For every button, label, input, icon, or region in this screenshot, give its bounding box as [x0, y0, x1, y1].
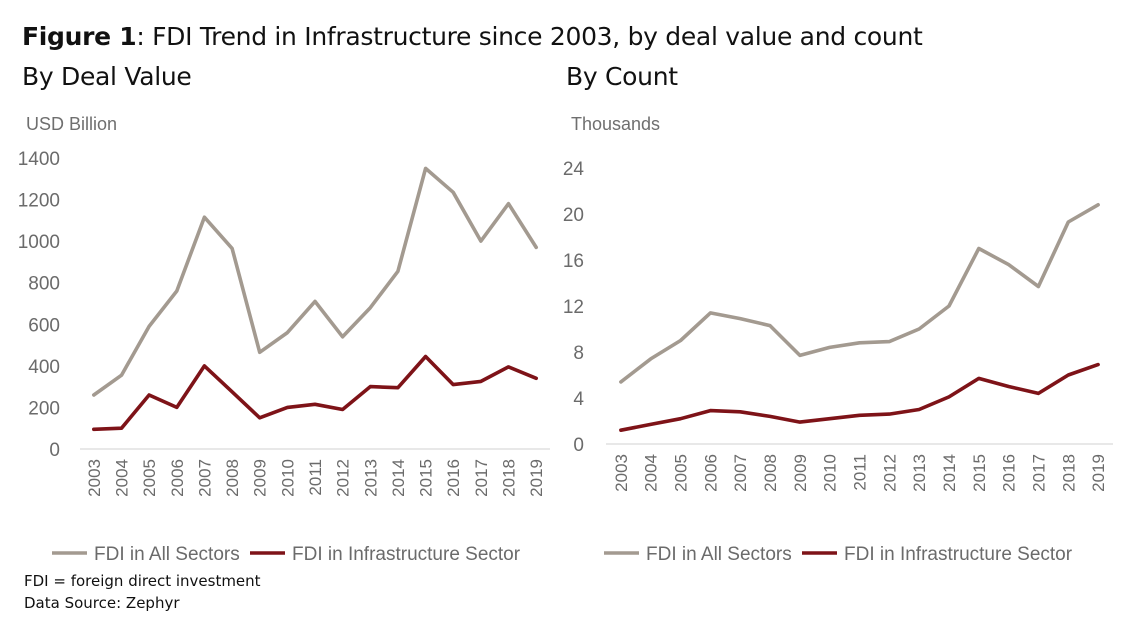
deal-value-x-tick-label: 2006 [168, 459, 187, 497]
count-x-tick-label: 2019 [1089, 454, 1108, 492]
chart-title-count: By Count [566, 62, 678, 91]
count-x-tick-label: 2015 [970, 454, 989, 492]
deal-value-y-tick-label: 1000 [18, 232, 60, 253]
y-axis-unit-deal-value: USD Billion [26, 114, 118, 134]
count-x-tick-label: 2005 [672, 454, 691, 492]
count-x-tick-label: 2009 [791, 454, 810, 492]
figure-title-text: : FDI Trend in Infrastructure since 2003… [136, 22, 923, 51]
count-x-tick-label: 2017 [1029, 454, 1048, 492]
deal-value-x-tick-label: 2011 [306, 459, 325, 496]
deal-value-x-tick-label: 2012 [334, 459, 353, 497]
deal-value-x-tick-label: 2014 [389, 459, 408, 497]
deal-value-x-tick-label: 2018 [500, 459, 519, 497]
count-y-tick-label: 12 [563, 297, 584, 318]
deal-value-y-tick-label: 0 [49, 440, 60, 461]
count-x-tick-label: 2003 [612, 454, 631, 492]
count-y-tick-label: 0 [573, 435, 584, 456]
count-series-line-all-sectors [619, 203, 1100, 384]
count-y-tick-label: 8 [573, 343, 584, 364]
count-x-tick-label: 2013 [910, 454, 929, 492]
deal-value-x-tick-label: 2004 [112, 459, 131, 497]
count-x-tick-label: 2006 [701, 454, 720, 492]
data-source-note: Data Source: Zephyr [24, 594, 180, 612]
abbreviation-note: FDI = foreign direct investment [24, 572, 261, 590]
deal-value-x-tick-label: 2016 [444, 459, 463, 497]
count-x-tick-label: 2016 [1000, 454, 1019, 492]
count-x-tick-label: 2004 [642, 454, 661, 492]
deal-value-x-tick-label: 2017 [472, 459, 491, 497]
deal-value-x-tick-label: 2003 [85, 459, 104, 497]
deal-value-x-tick-label: 2005 [140, 459, 159, 497]
deal-value-x-tick-label: 2010 [278, 459, 297, 497]
deal-value-y-tick-label: 600 [28, 315, 60, 336]
deal-value-y-tick-label: 200 [28, 398, 60, 419]
count-y-tick-label: 4 [573, 389, 584, 410]
deal-value-y-tick-label: 1400 [18, 149, 60, 170]
count-x-tick-label: 2012 [880, 454, 899, 492]
count-y-tick-label: 16 [563, 251, 584, 272]
figure-title: Figure 1: FDI Trend in Infrastructure si… [22, 22, 923, 51]
deal-value-series-line-all-sectors [92, 166, 539, 397]
deal-value-x-tick-label: 2015 [417, 459, 436, 497]
deal-value-y-tick-label: 800 [28, 274, 60, 295]
deal-value-legend-label: FDI in All Sectors [94, 544, 240, 565]
count-x-tick-label: 2011 [851, 454, 870, 491]
deal-value-x-tick-label: 2007 [195, 459, 214, 497]
count-series-line-infrastructure [619, 362, 1100, 433]
deal-value-series-line-infrastructure [92, 354, 539, 432]
deal-value-x-tick-label: 2019 [527, 459, 546, 497]
deal-value-y-tick-label: 400 [28, 357, 60, 378]
count-legend-label: FDI in Infrastructure Sector [844, 544, 1073, 565]
count-y-tick-label: 24 [563, 159, 585, 180]
count-y-tick-label: 20 [563, 205, 584, 226]
count-legend-label: FDI in All Sectors [646, 544, 792, 565]
count-x-tick-label: 2007 [731, 454, 750, 492]
chart-title-deal-value: By Deal Value [22, 62, 192, 91]
deal-value-legend-label: FDI in Infrastructure Sector [292, 544, 521, 565]
count-x-tick-label: 2008 [761, 454, 780, 492]
count-x-tick-label: 2014 [940, 454, 959, 492]
deal-value-x-tick-label: 2008 [223, 459, 242, 497]
deal-value-y-tick-label: 1200 [18, 191, 60, 212]
count-x-tick-label: 2010 [821, 454, 840, 492]
figure-label: Figure 1 [22, 22, 137, 51]
count-x-tick-label: 2018 [1059, 454, 1078, 492]
deal-value-x-tick-label: 2009 [251, 459, 270, 497]
y-axis-unit-count: Thousands [571, 114, 661, 134]
deal-value-x-tick-label: 2013 [361, 459, 380, 497]
